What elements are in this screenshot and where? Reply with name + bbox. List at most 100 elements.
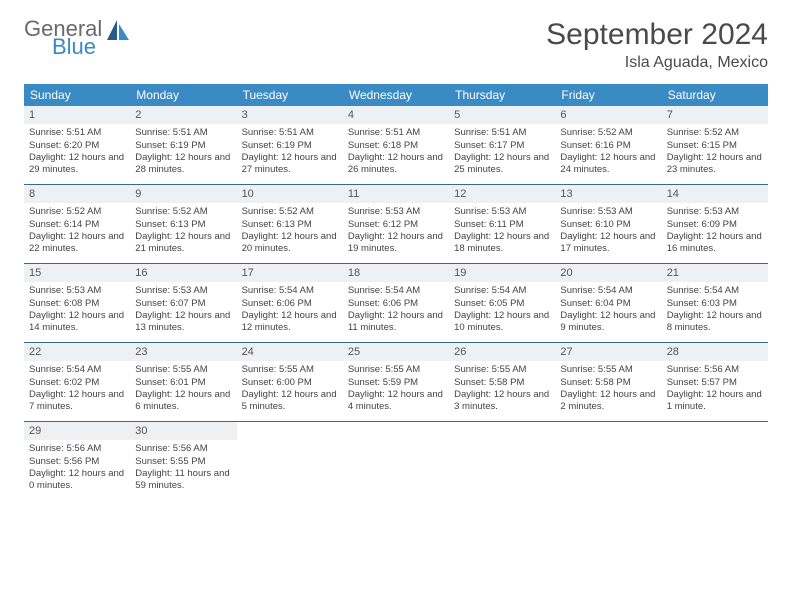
day-number: 3 [237, 106, 343, 124]
day-body: Sunrise: 5:54 AMSunset: 6:04 PMDaylight:… [555, 282, 661, 339]
sunrise-line: Sunrise: 5:52 AM [667, 127, 763, 139]
sunset-line: Sunset: 6:09 PM [667, 219, 763, 231]
day-number: 29 [24, 422, 130, 440]
day-number: 14 [662, 185, 768, 203]
daylight-line: Daylight: 12 hours and 27 minutes. [242, 152, 338, 177]
sunset-line: Sunset: 6:01 PM [135, 377, 231, 389]
daylight-line: Daylight: 12 hours and 10 minutes. [454, 310, 550, 335]
logo-text-block: General Blue [24, 18, 102, 58]
daylight-line: Daylight: 12 hours and 1 minute. [667, 389, 763, 414]
sunset-line: Sunset: 6:19 PM [242, 140, 338, 152]
sunrise-line: Sunrise: 5:53 AM [135, 285, 231, 297]
sunrise-line: Sunrise: 5:56 AM [29, 443, 125, 455]
day-body: Sunrise: 5:53 AMSunset: 6:10 PMDaylight:… [555, 203, 661, 260]
day-cell: 29 Sunrise: 5:56 AMSunset: 5:56 PMDayligh… [24, 422, 130, 500]
sunrise-line: Sunrise: 5:53 AM [667, 206, 763, 218]
weeks-container: 1Sunrise: 5:51 AMSunset: 6:20 PMDaylight… [24, 106, 768, 500]
day-cell-empty [662, 422, 768, 500]
daylight-line: Daylight: 12 hours and 23 minutes. [667, 152, 763, 177]
day-cell: 26Sunrise: 5:55 AMSunset: 5:58 PMDayligh… [449, 343, 555, 421]
day-number: 16 [130, 264, 236, 282]
day-cell: 8Sunrise: 5:52 AMSunset: 6:14 PMDaylight… [24, 185, 130, 263]
logo: General Blue [24, 18, 131, 58]
sunrise-line: Sunrise: 5:56 AM [135, 443, 231, 455]
day-body: Sunrise: 5:56 AMSunset: 5:55 PMDaylight:… [130, 440, 236, 497]
sunrise-line: Sunrise: 5:51 AM [242, 127, 338, 139]
week-row: 29Sunrise: 5:56 AMSunset: 5:56 PMDayligh… [24, 422, 768, 500]
daylight-line: Daylight: 12 hours and 4 minutes. [348, 389, 444, 414]
sunrise-line: Sunrise: 5:52 AM [242, 206, 338, 218]
daylight-line: Daylight: 12 hours and 17 minutes. [560, 231, 656, 256]
day-cell: 9Sunrise: 5:52 AMSunset: 6:13 PMDaylight… [130, 185, 236, 263]
sunset-line: Sunset: 5:55 PM [135, 456, 231, 468]
day-body: Sunrise: 5:53 AMSunset: 6:09 PMDaylight:… [662, 203, 768, 260]
sunrise-line: Sunrise: 5:54 AM [560, 285, 656, 297]
day-number: 27 [555, 343, 661, 361]
day-number: 5 [449, 106, 555, 124]
day-number: 10 [237, 185, 343, 203]
sunset-line: Sunset: 6:03 PM [667, 298, 763, 310]
daylight-line: Daylight: 12 hours and 3 minutes. [454, 389, 550, 414]
sunrise-line: Sunrise: 5:54 AM [667, 285, 763, 297]
sunrise-line: Sunrise: 5:55 AM [135, 364, 231, 376]
daylight-line: Daylight: 12 hours and 11 minutes. [348, 310, 444, 335]
day-body: Sunrise: 5:55 AMSunset: 6:01 PMDaylight:… [130, 361, 236, 418]
sunrise-line: Sunrise: 5:52 AM [29, 206, 125, 218]
daylight-line: Daylight: 12 hours and 29 minutes. [29, 152, 125, 177]
sunset-line: Sunset: 5:56 PM [29, 456, 125, 468]
sunrise-line: Sunrise: 5:55 AM [454, 364, 550, 376]
day-cell: 7Sunrise: 5:52 AMSunset: 6:15 PMDaylight… [662, 106, 768, 184]
day-number: 6 [555, 106, 661, 124]
day-cell: 23Sunrise: 5:55 AMSunset: 6:01 PMDayligh… [130, 343, 236, 421]
day-body: Sunrise: 5:54 AMSunset: 6:02 PMDaylight:… [24, 361, 130, 418]
day-cell: 19Sunrise: 5:54 AMSunset: 6:05 PMDayligh… [449, 264, 555, 342]
week-row: 8Sunrise: 5:52 AMSunset: 6:14 PMDaylight… [24, 185, 768, 264]
daylight-line: Daylight: 12 hours and 6 minutes. [135, 389, 231, 414]
day-body: Sunrise: 5:53 AMSunset: 6:08 PMDaylight:… [24, 282, 130, 339]
day-cell: 28Sunrise: 5:56 AMSunset: 5:57 PMDayligh… [662, 343, 768, 421]
sunset-line: Sunset: 6:20 PM [29, 140, 125, 152]
day-number: 21 [662, 264, 768, 282]
day-body: Sunrise: 5:52 AMSunset: 6:15 PMDaylight:… [662, 124, 768, 181]
sunrise-line: Sunrise: 5:51 AM [348, 127, 444, 139]
daylight-line: Daylight: 11 hours and 59 minutes. [135, 468, 231, 493]
day-cell-empty [449, 422, 555, 500]
daylight-line: Daylight: 12 hours and 2 minutes. [560, 389, 656, 414]
sunset-line: Sunset: 6:06 PM [348, 298, 444, 310]
sail-icon [107, 20, 131, 45]
day-body: Sunrise: 5:54 AMSunset: 6:06 PMDaylight:… [237, 282, 343, 339]
location-label: Isla Aguada, Mexico [546, 54, 768, 72]
daylight-line: Daylight: 12 hours and 22 minutes. [29, 231, 125, 256]
sunrise-line: Sunrise: 5:52 AM [135, 206, 231, 218]
sunrise-line: Sunrise: 5:53 AM [454, 206, 550, 218]
day-body: Sunrise: 5:55 AMSunset: 5:58 PMDaylight:… [555, 361, 661, 418]
day-number: 23 [130, 343, 236, 361]
day-cell: 22Sunrise: 5:54 AMSunset: 6:02 PMDayligh… [24, 343, 130, 421]
day-cell-empty [555, 422, 661, 500]
week-row: 1Sunrise: 5:51 AMSunset: 6:20 PMDaylight… [24, 106, 768, 185]
sunrise-line: Sunrise: 5:53 AM [560, 206, 656, 218]
day-header-friday: Friday [555, 84, 661, 106]
day-header-monday: Monday [130, 84, 236, 106]
day-number: 22 [24, 343, 130, 361]
day-number: 19 [449, 264, 555, 282]
day-cell: 21 Sunrise: 5:54 AMSunset: 6:03 PMDayligh… [662, 264, 768, 342]
day-cell: 5Sunrise: 5:51 AMSunset: 6:17 PMDaylight… [449, 106, 555, 184]
day-header-row: SundayMondayTuesdayWednesdayThursdayFrid… [24, 84, 768, 106]
sunrise-line: Sunrise: 5:55 AM [560, 364, 656, 376]
calendar: SundayMondayTuesdayWednesdayThursdayFrid… [24, 84, 768, 500]
daylight-line: Daylight: 12 hours and 28 minutes. [135, 152, 231, 177]
sunrise-line: Sunrise: 5:54 AM [29, 364, 125, 376]
day-body: Sunrise: 5:53 AMSunset: 6:12 PMDaylight:… [343, 203, 449, 260]
sunset-line: Sunset: 6:08 PM [29, 298, 125, 310]
daylight-line: Daylight: 12 hours and 0 minutes. [29, 468, 125, 493]
daylight-line: Daylight: 12 hours and 14 minutes. [29, 310, 125, 335]
day-body: Sunrise: 5:55 AMSunset: 5:59 PMDaylight:… [343, 361, 449, 418]
sunset-line: Sunset: 5:58 PM [560, 377, 656, 389]
sunset-line: Sunset: 6:00 PM [242, 377, 338, 389]
sunset-line: Sunset: 6:19 PM [135, 140, 231, 152]
sunset-line: Sunset: 6:02 PM [29, 377, 125, 389]
daylight-line: Daylight: 12 hours and 8 minutes. [667, 310, 763, 335]
day-cell: 27Sunrise: 5:55 AMSunset: 5:58 PMDayligh… [555, 343, 661, 421]
sunrise-line: Sunrise: 5:52 AM [560, 127, 656, 139]
